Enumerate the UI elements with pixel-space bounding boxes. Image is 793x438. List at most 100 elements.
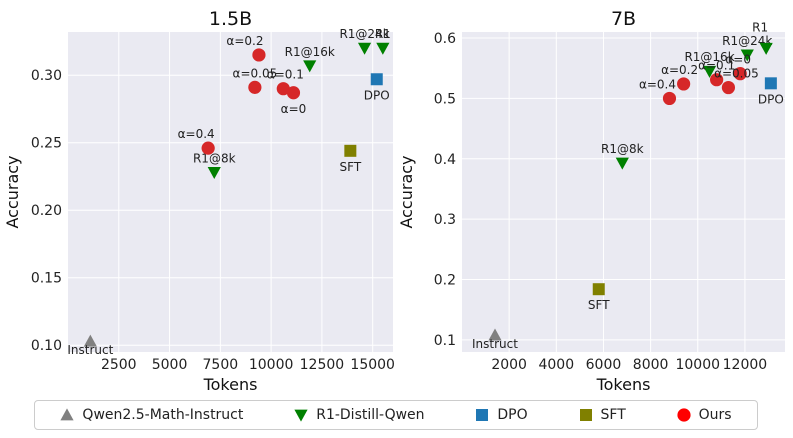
- point-ours: [721, 80, 736, 95]
- point-r1-distill-qwen: [303, 60, 317, 73]
- x-tick-label: 10000: [675, 357, 720, 373]
- x-tick-label: 7500: [203, 357, 239, 373]
- legend-triangle-down-icon: [294, 409, 308, 422]
- point-sft: [592, 283, 605, 296]
- legend-label: Qwen2.5-Math-Instruct: [82, 407, 244, 423]
- point-ours: [286, 86, 301, 100]
- point-dpo: [370, 73, 383, 86]
- y-tick-label: 0.10: [31, 338, 62, 354]
- point-ours: [276, 82, 290, 96]
- point-label: α=0.2: [226, 34, 263, 48]
- point-ours: [201, 141, 215, 155]
- legend-label: Ours: [698, 407, 732, 423]
- y-tick-label: 0.1: [434, 333, 456, 349]
- point-label: α=0.05: [714, 67, 759, 81]
- point-label: R1@8k: [193, 151, 236, 165]
- point-r1-distill-qwen: [740, 49, 754, 62]
- point-ours: [662, 91, 677, 106]
- legend: Qwen2.5-Math-Instruct R1-Distill-Qwen DPO S…: [34, 400, 758, 430]
- legend-label: R1-Distill-Qwen: [316, 407, 425, 423]
- x-tick-label: 12000: [723, 357, 768, 373]
- point-r1-distill-qwen: [376, 42, 390, 55]
- legend-marker-icon: [676, 408, 691, 422]
- y-tick-label: 0.15: [31, 271, 62, 287]
- y-tick-label: 0.30: [31, 68, 62, 84]
- legend-label: DPO: [497, 407, 528, 423]
- legend-marker-icon: [476, 409, 489, 421]
- point-label: α=0: [281, 102, 307, 116]
- point-r1-distill-qwen: [759, 42, 773, 55]
- x-tick-label: 6000: [586, 357, 622, 373]
- y-tick-label: 0.2: [434, 273, 456, 289]
- point-label: R1@8k: [601, 142, 644, 156]
- chart-title: 7B: [611, 8, 636, 30]
- y-tick-label: 0.3: [434, 212, 456, 228]
- point-label: R1@24k: [722, 34, 772, 48]
- point-label: SFT: [588, 298, 610, 312]
- legend-marker-icon: [60, 408, 75, 421]
- point-label: Instruct: [67, 343, 113, 357]
- legend-label: SFT: [600, 407, 626, 423]
- point-r1-distill-qwen: [702, 65, 717, 78]
- chart-title: 1.5B: [209, 8, 252, 30]
- x-tick-label: 2000: [491, 357, 527, 373]
- point-label: R1@16k: [684, 50, 734, 64]
- point-label: α=0.1: [267, 68, 304, 82]
- point-ours: [710, 73, 724, 87]
- y-tick-label: 0.5: [434, 91, 456, 107]
- point-label: R1: [375, 27, 391, 41]
- x-axis-label: Tokens: [203, 375, 258, 394]
- point-ours: [733, 67, 747, 81]
- point-r1-distill-qwen: [207, 167, 221, 180]
- legend-square-icon: [476, 409, 489, 421]
- point-label: SFT: [340, 160, 362, 174]
- x-tick-label: 4000: [538, 357, 574, 373]
- point-dpo: [764, 77, 777, 90]
- point-label: α=0.4: [178, 127, 215, 141]
- x-tick-label: 8000: [633, 357, 669, 373]
- legend-item-ours: Ours: [676, 407, 732, 423]
- legend-circle-icon: [676, 408, 691, 422]
- point-sft: [344, 144, 357, 157]
- point-ours: [677, 77, 691, 91]
- point-label: R1: [752, 20, 768, 34]
- legend-marker-icon: [579, 409, 592, 421]
- panel-1-5b: 2500 5000 7500 10000 12500 15000 0.10 0.15 0.20 0…: [3, 8, 395, 394]
- point-label: α=0: [725, 53, 751, 67]
- point-label: R1@24k: [339, 27, 389, 41]
- legend-item-sft: SFT: [579, 407, 626, 423]
- point-label: R1@16k: [285, 45, 335, 59]
- legend-item-dpo: DPO: [475, 407, 528, 423]
- point-label: α=0.1: [698, 59, 735, 73]
- point-ours: [248, 80, 262, 94]
- legend-item-qwen2-5-math-instruct: Qwen2.5-Math-Instruct: [60, 407, 243, 423]
- point-label: Instruct: [472, 337, 518, 351]
- point-qwen2-5-math-instruct: [83, 334, 97, 347]
- point-label: DPO: [758, 92, 784, 106]
- point-label: α=0.2: [661, 63, 698, 77]
- x-tick-label: 12500: [300, 357, 345, 373]
- x-tick-label: 5000: [152, 357, 188, 373]
- y-axis-label: Accuracy: [3, 155, 22, 228]
- point-r1-distill-qwen: [615, 157, 629, 170]
- point-label: α=0.4: [639, 77, 676, 91]
- y-axis-label: Accuracy: [397, 155, 416, 228]
- point-label: α=0.05: [233, 66, 278, 80]
- y-tick-label: 0.6: [434, 31, 456, 47]
- legend-triangle-up-icon: [60, 408, 75, 421]
- x-tick-label: 10000: [249, 357, 294, 373]
- panel-7b: 2000 4000 6000 8000 10000 12000 0.1 0.2 0.3 0.4 0.…: [397, 8, 785, 394]
- point-label: DPO: [364, 88, 390, 102]
- point-qwen2-5-math-instruct: [488, 328, 502, 341]
- x-tick-label: 15000: [350, 357, 395, 373]
- y-tick-label: 0.25: [31, 136, 62, 152]
- legend-marker-icon: [294, 409, 308, 422]
- x-axis-label: Tokens: [596, 375, 651, 394]
- point-r1-distill-qwen: [357, 42, 372, 55]
- y-tick-label: 0.20: [31, 203, 62, 219]
- y-tick-label: 0.4: [434, 152, 456, 168]
- point-ours: [252, 48, 266, 62]
- legend-item-r1-distill-qwen: R1-Distill-Qwen: [294, 407, 425, 423]
- plot-area: [68, 32, 393, 352]
